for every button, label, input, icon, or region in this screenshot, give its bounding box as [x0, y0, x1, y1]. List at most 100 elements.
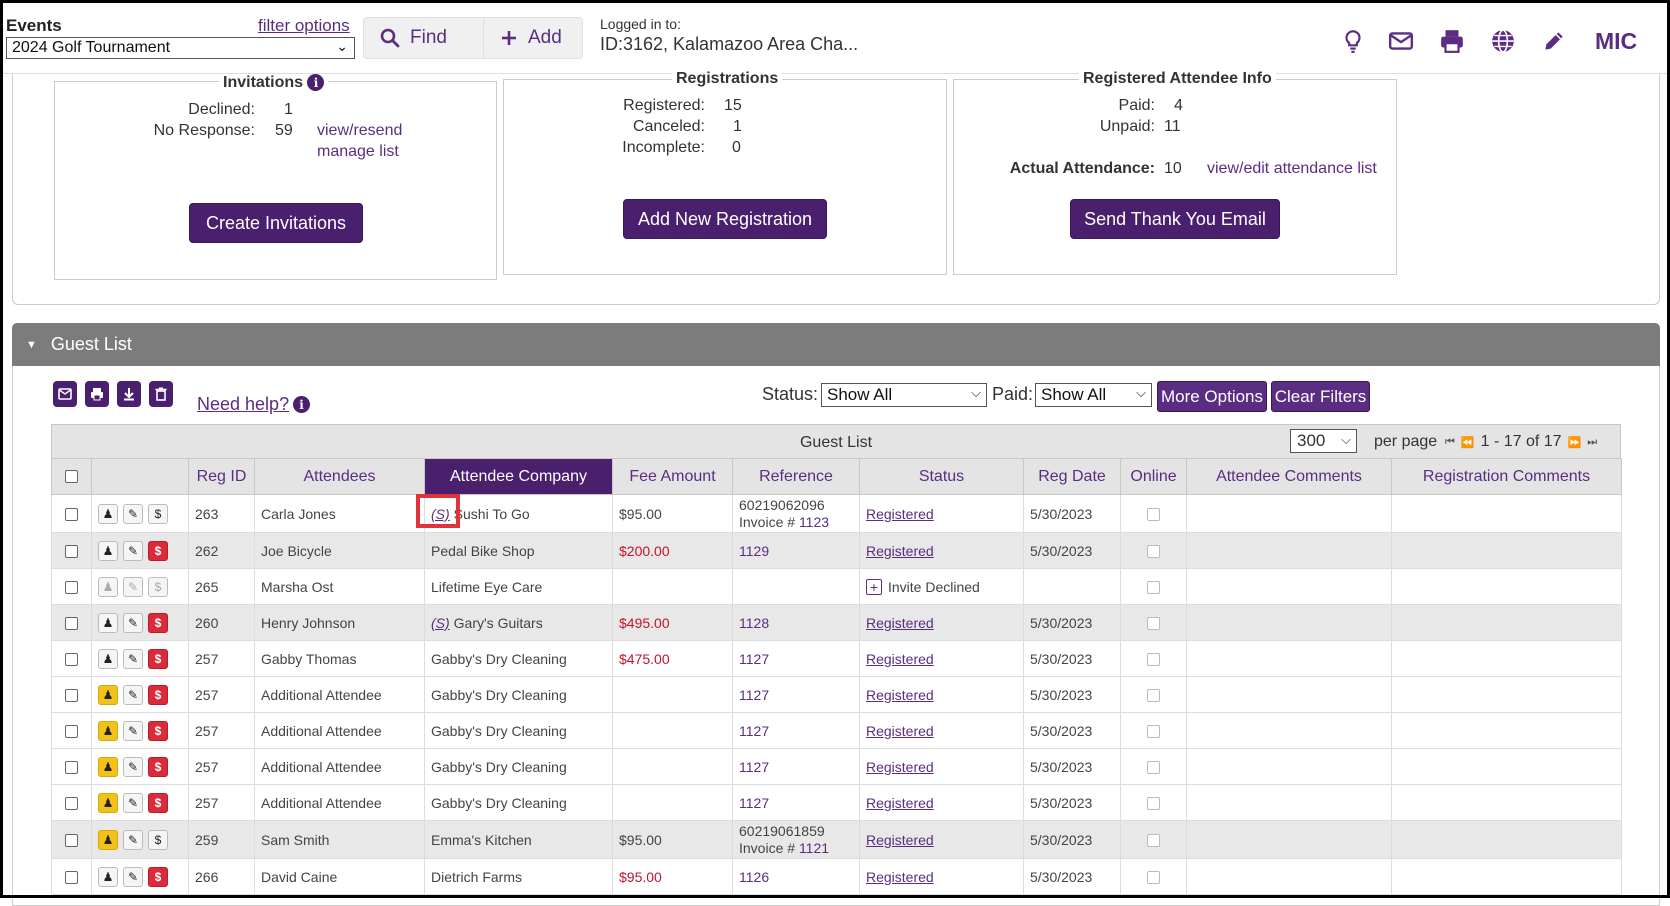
person-icon[interactable]: ♟ — [98, 756, 118, 777]
dollar-icon[interactable]: $ — [148, 792, 168, 813]
manage-list-link[interactable]: manage list — [317, 143, 399, 160]
online-checkbox[interactable] — [1147, 797, 1160, 811]
first-page-icon[interactable]: ⏮ — [1445, 435, 1455, 448]
more-options-button[interactable]: More Options — [1157, 381, 1267, 412]
online-checkbox[interactable] — [1147, 508, 1160, 522]
add-button[interactable]: Add — [483, 17, 583, 59]
invoice-link[interactable]: 1128 — [739, 614, 770, 631]
person-icon[interactable]: ♟ — [98, 829, 118, 850]
find-button[interactable]: Find — [363, 17, 489, 59]
online-checkbox[interactable] — [1147, 761, 1160, 775]
col-attendees[interactable]: Attendees — [254, 458, 425, 495]
person-icon[interactable]: ♟ — [98, 612, 118, 633]
col-reg-id[interactable]: Reg ID — [188, 458, 255, 495]
row-checkbox[interactable] — [65, 797, 78, 811]
status-link[interactable]: Registered — [866, 542, 934, 559]
printer-icon[interactable] — [1439, 28, 1465, 54]
row-checkbox[interactable] — [65, 545, 78, 559]
invoice-link[interactable]: 1129 — [739, 542, 770, 559]
status-link[interactable]: Registered — [866, 686, 934, 703]
edit-icon[interactable]: ✎ — [123, 648, 143, 669]
status-link[interactable]: Registered — [866, 650, 934, 667]
per-page-select[interactable]: 300 ⌵ — [1290, 429, 1357, 453]
sponsor-tag[interactable]: (S) — [431, 614, 450, 631]
status-link[interactable]: Registered — [866, 722, 934, 739]
invoice-link[interactable]: 1123 — [798, 513, 830, 530]
invoice-link[interactable]: 1127 — [739, 722, 770, 739]
dollar-icon[interactable]: $ — [148, 684, 168, 705]
edit-icon[interactable]: ✎ — [123, 866, 143, 887]
expand-icon[interactable]: + — [866, 578, 882, 595]
online-checkbox[interactable] — [1147, 581, 1160, 595]
row-checkbox[interactable] — [65, 725, 78, 739]
mail-icon[interactable] — [1388, 28, 1414, 54]
online-checkbox[interactable] — [1147, 689, 1160, 703]
edit-icon[interactable]: ✎ — [123, 756, 143, 777]
col-status[interactable]: Status — [859, 458, 1024, 495]
row-checkbox[interactable] — [65, 617, 78, 631]
filter-options-link[interactable]: filter options — [258, 16, 350, 35]
person-icon[interactable]: ♟ — [98, 503, 118, 524]
clear-filters-button[interactable]: Clear Filters — [1271, 381, 1370, 412]
user-initials[interactable]: MIC — [1595, 28, 1638, 54]
row-checkbox[interactable] — [65, 581, 78, 595]
download-list-button[interactable] — [117, 381, 141, 407]
dollar-icon[interactable]: $ — [148, 503, 168, 524]
edit-icon[interactable]: ✎ — [123, 576, 143, 597]
online-checkbox[interactable] — [1147, 545, 1160, 559]
email-list-button[interactable] — [53, 381, 77, 407]
guest-list-header[interactable]: ▼ Guest List — [12, 323, 1660, 366]
invoice-link[interactable]: 1127 — [739, 686, 770, 703]
edit-icon[interactable]: ✎ — [123, 720, 143, 741]
edit-icon[interactable]: ✎ — [123, 684, 143, 705]
col-attendee-company[interactable]: Attendee Company — [424, 458, 613, 495]
row-checkbox[interactable] — [65, 761, 78, 775]
row-checkbox[interactable] — [65, 834, 78, 848]
row-checkbox[interactable] — [65, 689, 78, 703]
add-new-registration-button[interactable]: Add New Registration — [623, 199, 827, 239]
col-online[interactable]: Online — [1120, 458, 1187, 495]
create-invitations-button[interactable]: Create Invitations — [189, 203, 363, 243]
col-reference[interactable]: Reference — [732, 458, 860, 495]
row-checkbox[interactable] — [65, 653, 78, 667]
edit-icon[interactable]: ✎ — [123, 540, 143, 561]
view-edit-attendance-link[interactable]: view/edit attendance list — [1207, 160, 1377, 177]
edit-icon[interactable]: ✎ — [123, 792, 143, 813]
info-icon[interactable]: i — [307, 74, 325, 92]
col-fee-amount[interactable]: Fee Amount — [612, 458, 733, 495]
online-checkbox[interactable] — [1147, 871, 1160, 885]
need-help-link[interactable]: Need help? — [197, 394, 290, 414]
online-checkbox[interactable] — [1147, 653, 1160, 667]
dollar-icon[interactable]: $ — [148, 576, 168, 597]
person-icon[interactable]: ♟ — [98, 720, 118, 741]
paid-filter-select[interactable]: Show All ⌵ — [1035, 383, 1152, 407]
person-icon[interactable]: ♟ — [98, 540, 118, 561]
lightbulb-icon[interactable] — [1340, 28, 1366, 54]
row-checkbox[interactable] — [65, 871, 78, 885]
status-link[interactable]: Registered — [866, 868, 934, 885]
select-all-checkbox[interactable] — [65, 469, 78, 483]
person-icon[interactable]: ♟ — [98, 576, 118, 597]
person-icon[interactable]: ♟ — [98, 866, 118, 887]
prev-page-icon[interactable]: ⏪ — [1460, 436, 1475, 449]
status-filter-select[interactable]: Show All ⌵ — [821, 383, 987, 407]
invoice-link[interactable]: 1126 — [739, 868, 770, 885]
status-link[interactable]: Registered — [866, 614, 934, 631]
status-link[interactable]: Registered — [866, 505, 934, 522]
invoice-link[interactable]: 1127 — [739, 650, 770, 667]
delete-button[interactable] — [149, 381, 173, 407]
globe-icon[interactable] — [1490, 28, 1516, 54]
online-checkbox[interactable] — [1147, 617, 1160, 631]
edit-icon[interactable]: ✎ — [123, 829, 143, 850]
col-reg-date[interactable]: Reg Date — [1023, 458, 1121, 495]
dollar-icon[interactable]: $ — [148, 540, 168, 561]
status-link[interactable]: Registered — [866, 794, 934, 811]
invoice-link[interactable]: 1127 — [739, 758, 770, 775]
dollar-icon[interactable]: $ — [148, 648, 168, 669]
sponsor-tag[interactable]: (S) — [431, 505, 450, 522]
event-select[interactable]: 2024 Golf Tournament ⌄ — [6, 37, 355, 59]
status-link[interactable]: Registered — [866, 758, 934, 775]
help-info-icon[interactable]: i — [293, 396, 310, 413]
view-resend-link[interactable]: view/resend — [317, 122, 403, 139]
col-attendee-comments[interactable]: Attendee Comments — [1186, 458, 1392, 495]
